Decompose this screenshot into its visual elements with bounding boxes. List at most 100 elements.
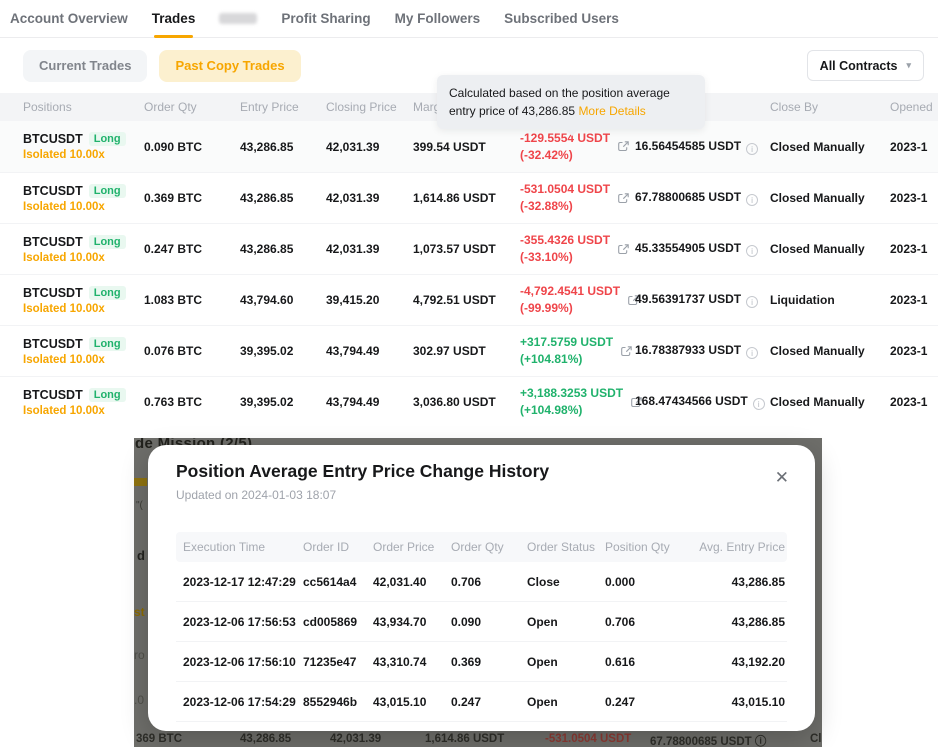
col-opened: Opened xyxy=(890,100,933,114)
info-icon[interactable]: i xyxy=(746,142,759,155)
modal-updated-timestamp: Updated on 2024-01-03 18:07 xyxy=(176,488,337,502)
external-link-icon[interactable] xyxy=(617,140,630,153)
table-row[interactable]: BTCUSDT Long Isolated 10.00x 0.076 BTC 39… xyxy=(0,325,938,376)
col-order-id: Order ID xyxy=(303,540,350,554)
col-position-qty: Position Qty xyxy=(605,540,670,554)
opened-cell: 2023-1 xyxy=(890,395,928,409)
side-badge: Long xyxy=(88,285,126,300)
pnl-percent: (-33.10%) xyxy=(520,250,573,264)
external-link-icon[interactable] xyxy=(627,294,640,307)
external-link-icon[interactable] xyxy=(630,396,643,409)
col-execution-time: Execution Time xyxy=(183,540,266,554)
opened-cell: 2023-1 xyxy=(890,293,928,307)
info-icon[interactable]: i xyxy=(752,398,765,410)
opened-cell: 2023-1 xyxy=(890,139,928,154)
table-row[interactable]: BTCUSDT Long Isolated 10.00x 0.090 BTC 43… xyxy=(0,121,938,172)
nav-item-subscribed-users[interactable]: Subscribed Users xyxy=(504,11,619,26)
order-id: cc5614a4 xyxy=(303,574,357,589)
pnl-cell: -4,792.4541 USDT (-99.99%) xyxy=(520,283,639,317)
margin-cell: 1,614.86 USDT xyxy=(413,191,496,205)
position-cell: BTCUSDT Long Isolated 10.00x xyxy=(0,132,144,161)
background-row-fragment: 67.78800685 USDT ⓘ xyxy=(650,736,767,747)
order-qty: 0.247 xyxy=(451,694,482,709)
profit-cell: 16.56454585 USDT i xyxy=(635,139,770,155)
col-order-status: Order Status xyxy=(527,540,596,554)
position-symbol: BTCUSDT xyxy=(23,183,83,198)
nav-redacted-item xyxy=(219,13,258,24)
background-row-fragment: 1,614.86 USDT xyxy=(425,733,505,745)
margin-cell: 3,036.80 USDT xyxy=(413,395,496,409)
margin-cell: 399.54 USDT xyxy=(413,139,486,154)
close-by-cell: Closed Manually xyxy=(770,395,865,409)
col-order-qty: Order Qty xyxy=(451,540,504,554)
info-icon[interactable]: i xyxy=(746,245,759,257)
position-symbol: BTCUSDT xyxy=(23,132,83,146)
position-symbol: BTCUSDT xyxy=(23,336,83,351)
pnl-percent: (-32.42%) xyxy=(520,147,573,162)
external-link-icon[interactable] xyxy=(617,243,630,256)
close-by-cell: Closed Manually xyxy=(770,191,865,205)
info-icon[interactable]: i xyxy=(746,347,759,359)
col-close-by: Close By xyxy=(770,100,819,114)
side-badge: Long xyxy=(88,234,126,249)
pnl-value: -531.0504 USDT xyxy=(520,182,611,197)
close-by-cell: Liquidation xyxy=(770,293,835,307)
position-symbol: BTCUSDT xyxy=(23,387,83,402)
order-qty-cell: 0.076 BTC xyxy=(144,344,203,358)
tab-past-copy-trades[interactable]: Past Copy Trades xyxy=(159,49,301,82)
pnl-value: -355.4326 USDT xyxy=(520,233,611,248)
history-row: 2023-12-17 12:47:29 cc5614a4 42,031.40 0… xyxy=(176,562,787,602)
pnl-cell: -129.5554 USDT (-32.42%) xyxy=(520,130,635,164)
leverage-label: Isolated 10.00x xyxy=(23,353,105,366)
more-details-link[interactable]: More Details xyxy=(578,104,646,118)
order-status: Close xyxy=(527,574,560,589)
col-entry-price: Entry Price xyxy=(240,100,299,114)
trades-toolbar: Current Trades Past Copy Trades All Cont… xyxy=(0,38,938,93)
order-price: 43,934.70 xyxy=(373,614,427,629)
entry-price-cell: 43,286.85 xyxy=(240,242,294,256)
position-cell: BTCUSDT Long Isolated 10.00x xyxy=(0,336,144,366)
closing-price-cell: 43,794.49 xyxy=(326,395,380,409)
history-row: 2023-12-06 17:56:10 71235e47 43,310.74 0… xyxy=(176,642,787,682)
col-order-qty: Order Qty xyxy=(144,100,197,114)
margin-cell: 4,792.51 USDT xyxy=(413,293,496,307)
pnl-cell: +317.5759 USDT (+104.81%) xyxy=(520,334,635,368)
info-icon[interactable]: i xyxy=(746,194,759,206)
profit-cell: 16.78387933 USDT i xyxy=(635,343,770,359)
order-qty-cell: 0.090 BTC xyxy=(144,139,203,154)
table-row[interactable]: BTCUSDT Long Isolated 10.00x 0.369 BTC 43… xyxy=(0,172,938,223)
order-qty-cell: 0.763 BTC xyxy=(144,395,203,409)
contracts-filter-dropdown[interactable]: All Contracts ▾ xyxy=(806,50,924,81)
entry-price-history-modal: Position Average Entry Price Change Hist… xyxy=(148,445,815,731)
position-symbol: BTCUSDT xyxy=(23,285,83,300)
close-icon[interactable]: ✕ xyxy=(774,468,789,487)
background-fragment: d xyxy=(137,548,145,563)
side-badge: Long xyxy=(88,132,126,146)
external-link-icon[interactable] xyxy=(617,192,630,205)
table-row[interactable]: BTCUSDT Long Isolated 10.00x 0.763 BTC 39… xyxy=(0,376,938,427)
pnl-value: +3,188.3253 USDT xyxy=(520,386,624,401)
external-link-icon[interactable] xyxy=(620,345,633,358)
col-avg-entry-price: Avg. Entry Price xyxy=(699,540,785,554)
close-by-cell: Closed Manually xyxy=(770,344,865,358)
nav-item-profit-sharing[interactable]: Profit Sharing xyxy=(281,11,371,26)
position-cell: BTCUSDT Long Isolated 10.00x xyxy=(0,234,144,264)
nav-item-trades[interactable]: Trades xyxy=(152,0,195,38)
nav-item-my-followers[interactable]: My Followers xyxy=(394,11,481,26)
nav-item-account-overview[interactable]: Account Overview xyxy=(10,11,128,26)
leverage-label: Isolated 10.00x xyxy=(23,200,105,213)
order-id: cd005869 xyxy=(303,614,358,629)
side-badge: Long xyxy=(88,183,126,198)
table-row[interactable]: BTCUSDT Long Isolated 10.00x 0.247 BTC 43… xyxy=(0,223,938,274)
pnl-tooltip: Calculated based on the position average… xyxy=(437,75,705,129)
order-status: Open xyxy=(527,654,558,669)
contracts-filter-value: All Contracts xyxy=(819,58,898,73)
table-row[interactable]: BTCUSDT Long Isolated 10.00x 1.083 BTC 43… xyxy=(0,274,938,325)
position-qty: 0.706 xyxy=(605,614,636,629)
tab-current-trades[interactable]: Current Trades xyxy=(23,49,148,82)
close-by-cell: Closed Manually xyxy=(770,242,865,256)
background-fragment-bar xyxy=(134,478,147,486)
opened-cell: 2023-1 xyxy=(890,242,928,256)
profit-cell: 45.33554905 USDT i xyxy=(635,241,770,257)
info-icon[interactable]: i xyxy=(746,296,759,308)
